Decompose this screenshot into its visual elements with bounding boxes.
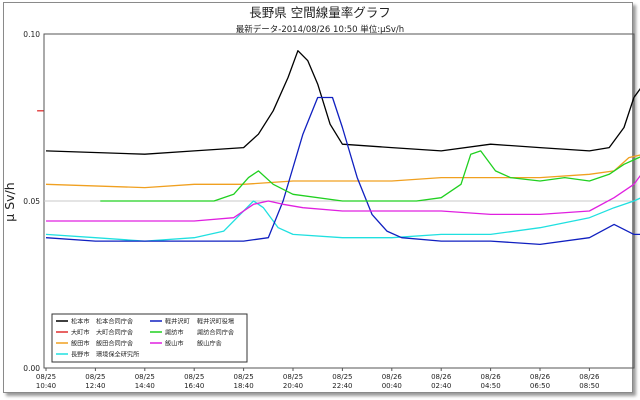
legend-site: 飯山庁舎 <box>197 340 222 348</box>
x-tick-time: 22:40 <box>332 382 352 390</box>
x-tick-time: 18:40 <box>234 382 254 390</box>
series-line-5 <box>100 150 640 202</box>
y-tick-label: 0.05 <box>23 197 40 206</box>
y-axis-label: μ Sv/h <box>2 182 17 221</box>
legend-city: 飯田市 <box>71 340 90 348</box>
x-tick-time: 02:40 <box>431 382 451 390</box>
series-line-0 <box>45 50 640 155</box>
series-line-2 <box>45 154 640 189</box>
legend-city: 長野市 <box>71 351 90 359</box>
series-line-4 <box>45 96 640 246</box>
y-tick-label: 0.10 <box>23 30 40 39</box>
x-tick-date: 08/26 <box>382 373 403 381</box>
x-tick-time: 08:50 <box>579 382 599 390</box>
x-tick-time: 16:40 <box>184 382 204 390</box>
y-tick-label: 0.00 <box>23 364 40 373</box>
x-tick-time: 14:40 <box>135 382 155 390</box>
x-tick-date: 08/25 <box>135 373 155 381</box>
legend-site: 諏訪合同庁舎 <box>197 329 234 337</box>
chart-title: 長野県 空間線量率グラフ <box>249 5 390 20</box>
x-tick-date: 08/25 <box>184 373 204 381</box>
legend-city: 軽井沢町 <box>165 318 190 326</box>
x-tick-time: 10:40 <box>36 382 56 390</box>
legend-city: 諏訪市 <box>165 329 184 337</box>
legend-city: 飯山市 <box>165 340 184 348</box>
x-tick-date: 08/26 <box>579 373 600 381</box>
legend-box <box>51 313 248 363</box>
chart-subtitle: 最新データ-2014/08/26 10:50 単位:μSv/h <box>236 24 404 35</box>
legend-city: 大町市 <box>71 329 90 337</box>
legend-site: 飯田合同庁舎 <box>96 340 133 348</box>
x-tick-date: 08/26 <box>481 373 502 381</box>
x-tick-date: 08/26 <box>530 373 551 381</box>
series-line-3 <box>45 197 640 242</box>
x-tick-date: 08/25 <box>36 373 56 381</box>
legend-site: 環境保全研究所 <box>96 351 139 359</box>
legend-city: 松本市 <box>71 318 90 326</box>
x-tick-date: 08/26 <box>431 373 452 381</box>
x-tick-time: 00:40 <box>382 382 402 390</box>
x-tick-date: 08/25 <box>332 373 352 381</box>
series-line-6 <box>46 174 640 222</box>
x-tick-time: 06:50 <box>530 382 550 390</box>
x-tick-date: 08/25 <box>234 373 254 381</box>
x-tick-time: 20:40 <box>283 382 303 390</box>
plot-area: 0.000.050.1008/2510:4008/2512:4008/2514:… <box>23 30 640 390</box>
x-tick-date: 08/25 <box>283 373 303 381</box>
legend-site: 軽井沢町役場 <box>197 318 234 326</box>
x-tick-time: 12:40 <box>85 382 105 390</box>
x-tick-date: 08/25 <box>85 373 105 381</box>
legend-site: 松本合同庁舎 <box>96 318 133 326</box>
x-tick-time: 04:50 <box>481 382 501 390</box>
legend-site: 大町合同庁舎 <box>96 329 133 337</box>
